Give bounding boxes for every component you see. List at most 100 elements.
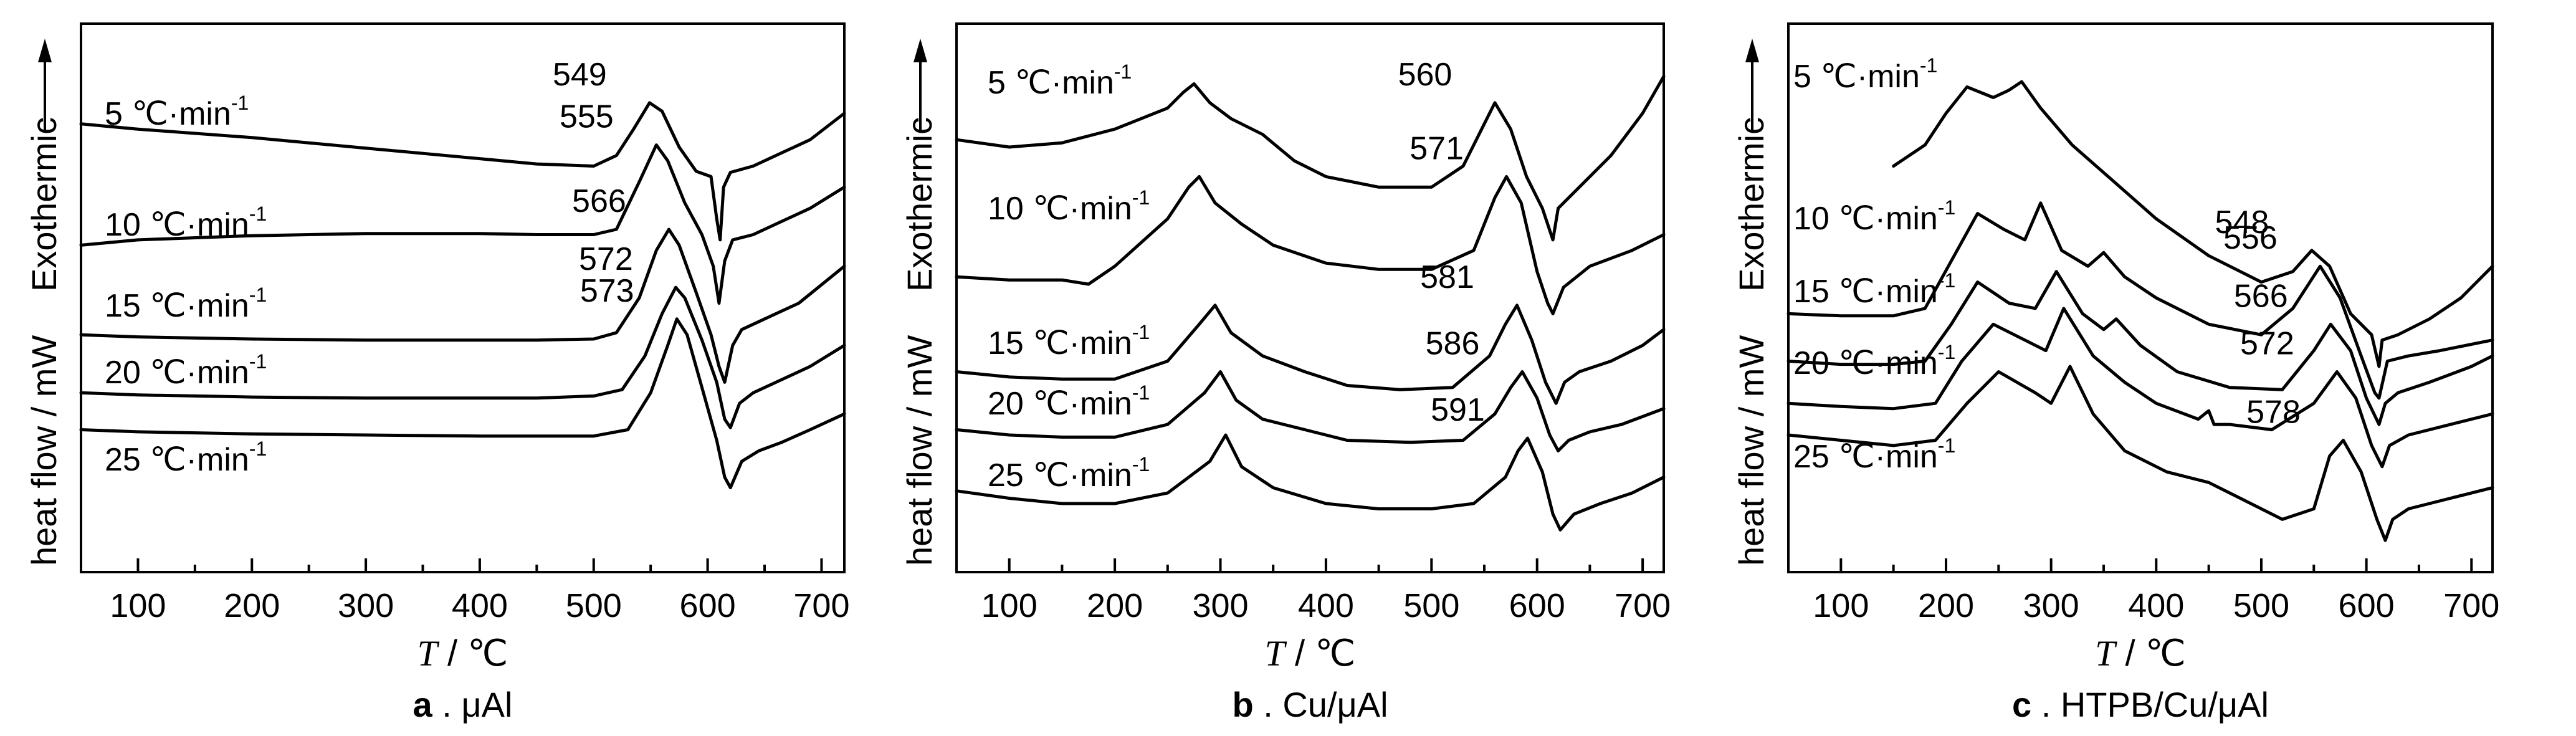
chart-panel-b: 100 200 300 400 500 600 700 T / ℃ b . Cu/μAl heat… (900, 22, 1671, 724)
x-axis-variable: T (2095, 633, 2117, 674)
x-tick-label: 600 (1509, 587, 1565, 624)
x-tick-label: 300 (1192, 587, 1248, 624)
dsc-curve-25-c-min (955, 433, 1666, 532)
x-axis-separator: / (1285, 633, 1315, 674)
rate-label-text: 15 ℃·min (1793, 274, 1938, 310)
rate-label-text: 20 ℃·min (105, 355, 249, 391)
exothermic-label: Exothermic (900, 117, 939, 292)
exothermic-arrow-icon (1745, 39, 1759, 62)
y-axis-label-group: heat flow / mW Exothermic (24, 117, 64, 566)
rate-label-exponent: -1 (1132, 186, 1150, 209)
rate-label-exponent: -1 (249, 437, 267, 460)
rate-label: 10 ℃·min-1 (1793, 196, 1955, 237)
peak-temperature-label: 571 (1410, 130, 1464, 166)
plot-frame (80, 22, 846, 573)
x-tick-label: 300 (338, 587, 394, 624)
rate-label-text: 20 ℃·min (988, 386, 1132, 422)
rate-label-text: 10 ℃·min (1793, 201, 1938, 237)
peak-temperature-label: 548 (2215, 204, 2269, 241)
rate-label: 20 ℃·min-1 (105, 350, 267, 391)
peak-temperature-label: 572 (579, 241, 633, 277)
rate-label-exponent: -1 (249, 284, 267, 306)
rate-label: 15 ℃·min-1 (988, 321, 1150, 361)
peak-temperature-label: 572 (2240, 325, 2294, 361)
rate-label: 25 ℃·min-1 (1793, 434, 1955, 475)
rate-label-exponent: -1 (1114, 60, 1132, 83)
exothermic-label: Exothermic (1732, 117, 1771, 292)
rate-label: 10 ℃·min-1 (105, 203, 267, 243)
rate-label: 15 ℃·min-1 (1793, 269, 1955, 310)
x-axis-unit: ℃ (2145, 633, 2186, 674)
x-tick-label: 100 (1813, 587, 1869, 624)
x-tick-label: 700 (793, 587, 849, 624)
chart-panel-a: 100 200 300 400 500 600 700 T / ℃ a . μAl heat fl… (24, 22, 849, 724)
y-axis-label: heat flow / mW (1732, 335, 1771, 566)
peak-temperature-label: 591 (1431, 392, 1485, 428)
panel-caption: c . HTPB/Cu/μAl (2012, 685, 2269, 724)
rate-label: 10 ℃·min-1 (988, 186, 1150, 227)
x-tick-label: 100 (981, 587, 1038, 624)
rate-label-text: 5 ℃·min (988, 65, 1114, 101)
rate-label-exponent: -1 (1938, 434, 1955, 457)
peak-temperature-label: 560 (1398, 57, 1453, 93)
panel-letter: a (413, 685, 433, 724)
x-tick-label: 700 (1615, 587, 1671, 624)
x-tick-label: 600 (2339, 587, 2395, 624)
x-tick-label: 700 (2443, 587, 2499, 624)
panel-letter: b (1232, 685, 1253, 724)
peak-temperature-label: 566 (572, 183, 626, 219)
rate-label: 20 ℃·min-1 (1793, 341, 1955, 381)
peak-temperature-label: 549 (553, 57, 607, 93)
y-axis-label: heat flow / mW (24, 335, 64, 566)
x-tick-label: 500 (1403, 587, 1459, 624)
panel-caption-dot: . (432, 685, 462, 724)
exothermic-arrow-icon (38, 39, 52, 62)
x-tick-label: 500 (566, 587, 622, 624)
panel-caption-text: μAl (461, 685, 512, 724)
dsc-curve-15-c-min (955, 303, 1666, 405)
x-axis-variable: T (417, 633, 440, 674)
rate-label-exponent: -1 (1920, 54, 1937, 77)
rate-label-text: 25 ℃·min (105, 442, 249, 478)
rate-label-text: 10 ℃·min (105, 207, 249, 243)
peak-temperature-label: 581 (1420, 259, 1474, 295)
dsc-curve-20-c-min (955, 370, 1666, 452)
dsc-curve-15-c-min (79, 227, 846, 384)
x-axis-label: T / ℃ (417, 633, 508, 674)
rate-label: 5 ℃·min-1 (1793, 54, 1937, 95)
peak-temperature-label: 555 (560, 99, 614, 135)
x-axis-variable: T (1265, 633, 1287, 674)
panel-letter: c (2012, 685, 2031, 724)
rate-label-exponent: -1 (249, 350, 267, 373)
y-axis-label-group: heat flow / mW Exothermic (1732, 117, 1771, 566)
rate-label-exponent: -1 (249, 203, 267, 225)
dsc-curve-10-c-min (1787, 201, 2494, 400)
chart-panel-c: 100 200 300 400 500 600 700 T / ℃ c . HTPB/Cu/μA… (1732, 22, 2499, 724)
panel-caption-text: Cu/μAl (1282, 685, 1388, 724)
dsc-curve-5-c-min (79, 101, 846, 242)
rate-label-text: 15 ℃·min (988, 325, 1132, 361)
rate-label: 15 ℃·min-1 (105, 284, 267, 324)
x-tick-label: 500 (2233, 587, 2289, 624)
rate-label: 5 ℃·min-1 (988, 60, 1132, 101)
x-tick-label: 100 (110, 587, 166, 624)
peak-temperature-label: 566 (2234, 278, 2288, 314)
rate-label: 25 ℃·min-1 (988, 453, 1150, 494)
dsc-curve-20-c-min (1787, 307, 2494, 469)
dsc-curve-25-c-min (1787, 365, 2494, 542)
panel-caption: b . Cu/μAl (1232, 685, 1388, 724)
rate-label-text: 25 ℃·min (988, 457, 1132, 494)
panel-caption: a . μAl (413, 685, 513, 724)
rate-label-text: 5 ℃·min (1793, 59, 1920, 95)
peak-temperature-label: 586 (1426, 325, 1480, 361)
rate-label-text: 10 ℃·min (988, 191, 1132, 227)
x-axis-separator: / (2115, 633, 2145, 674)
x-tick-label: 400 (2128, 587, 2184, 624)
exothermic-arrow-icon (914, 39, 927, 62)
exothermic-label: Exothermic (24, 117, 64, 292)
dsc-curve-10-c-min (955, 174, 1666, 315)
rate-label-text: 5 ℃·min (105, 96, 231, 132)
x-tick-label: 200 (1918, 587, 1974, 624)
dsc-curve-10-c-min (79, 143, 846, 305)
